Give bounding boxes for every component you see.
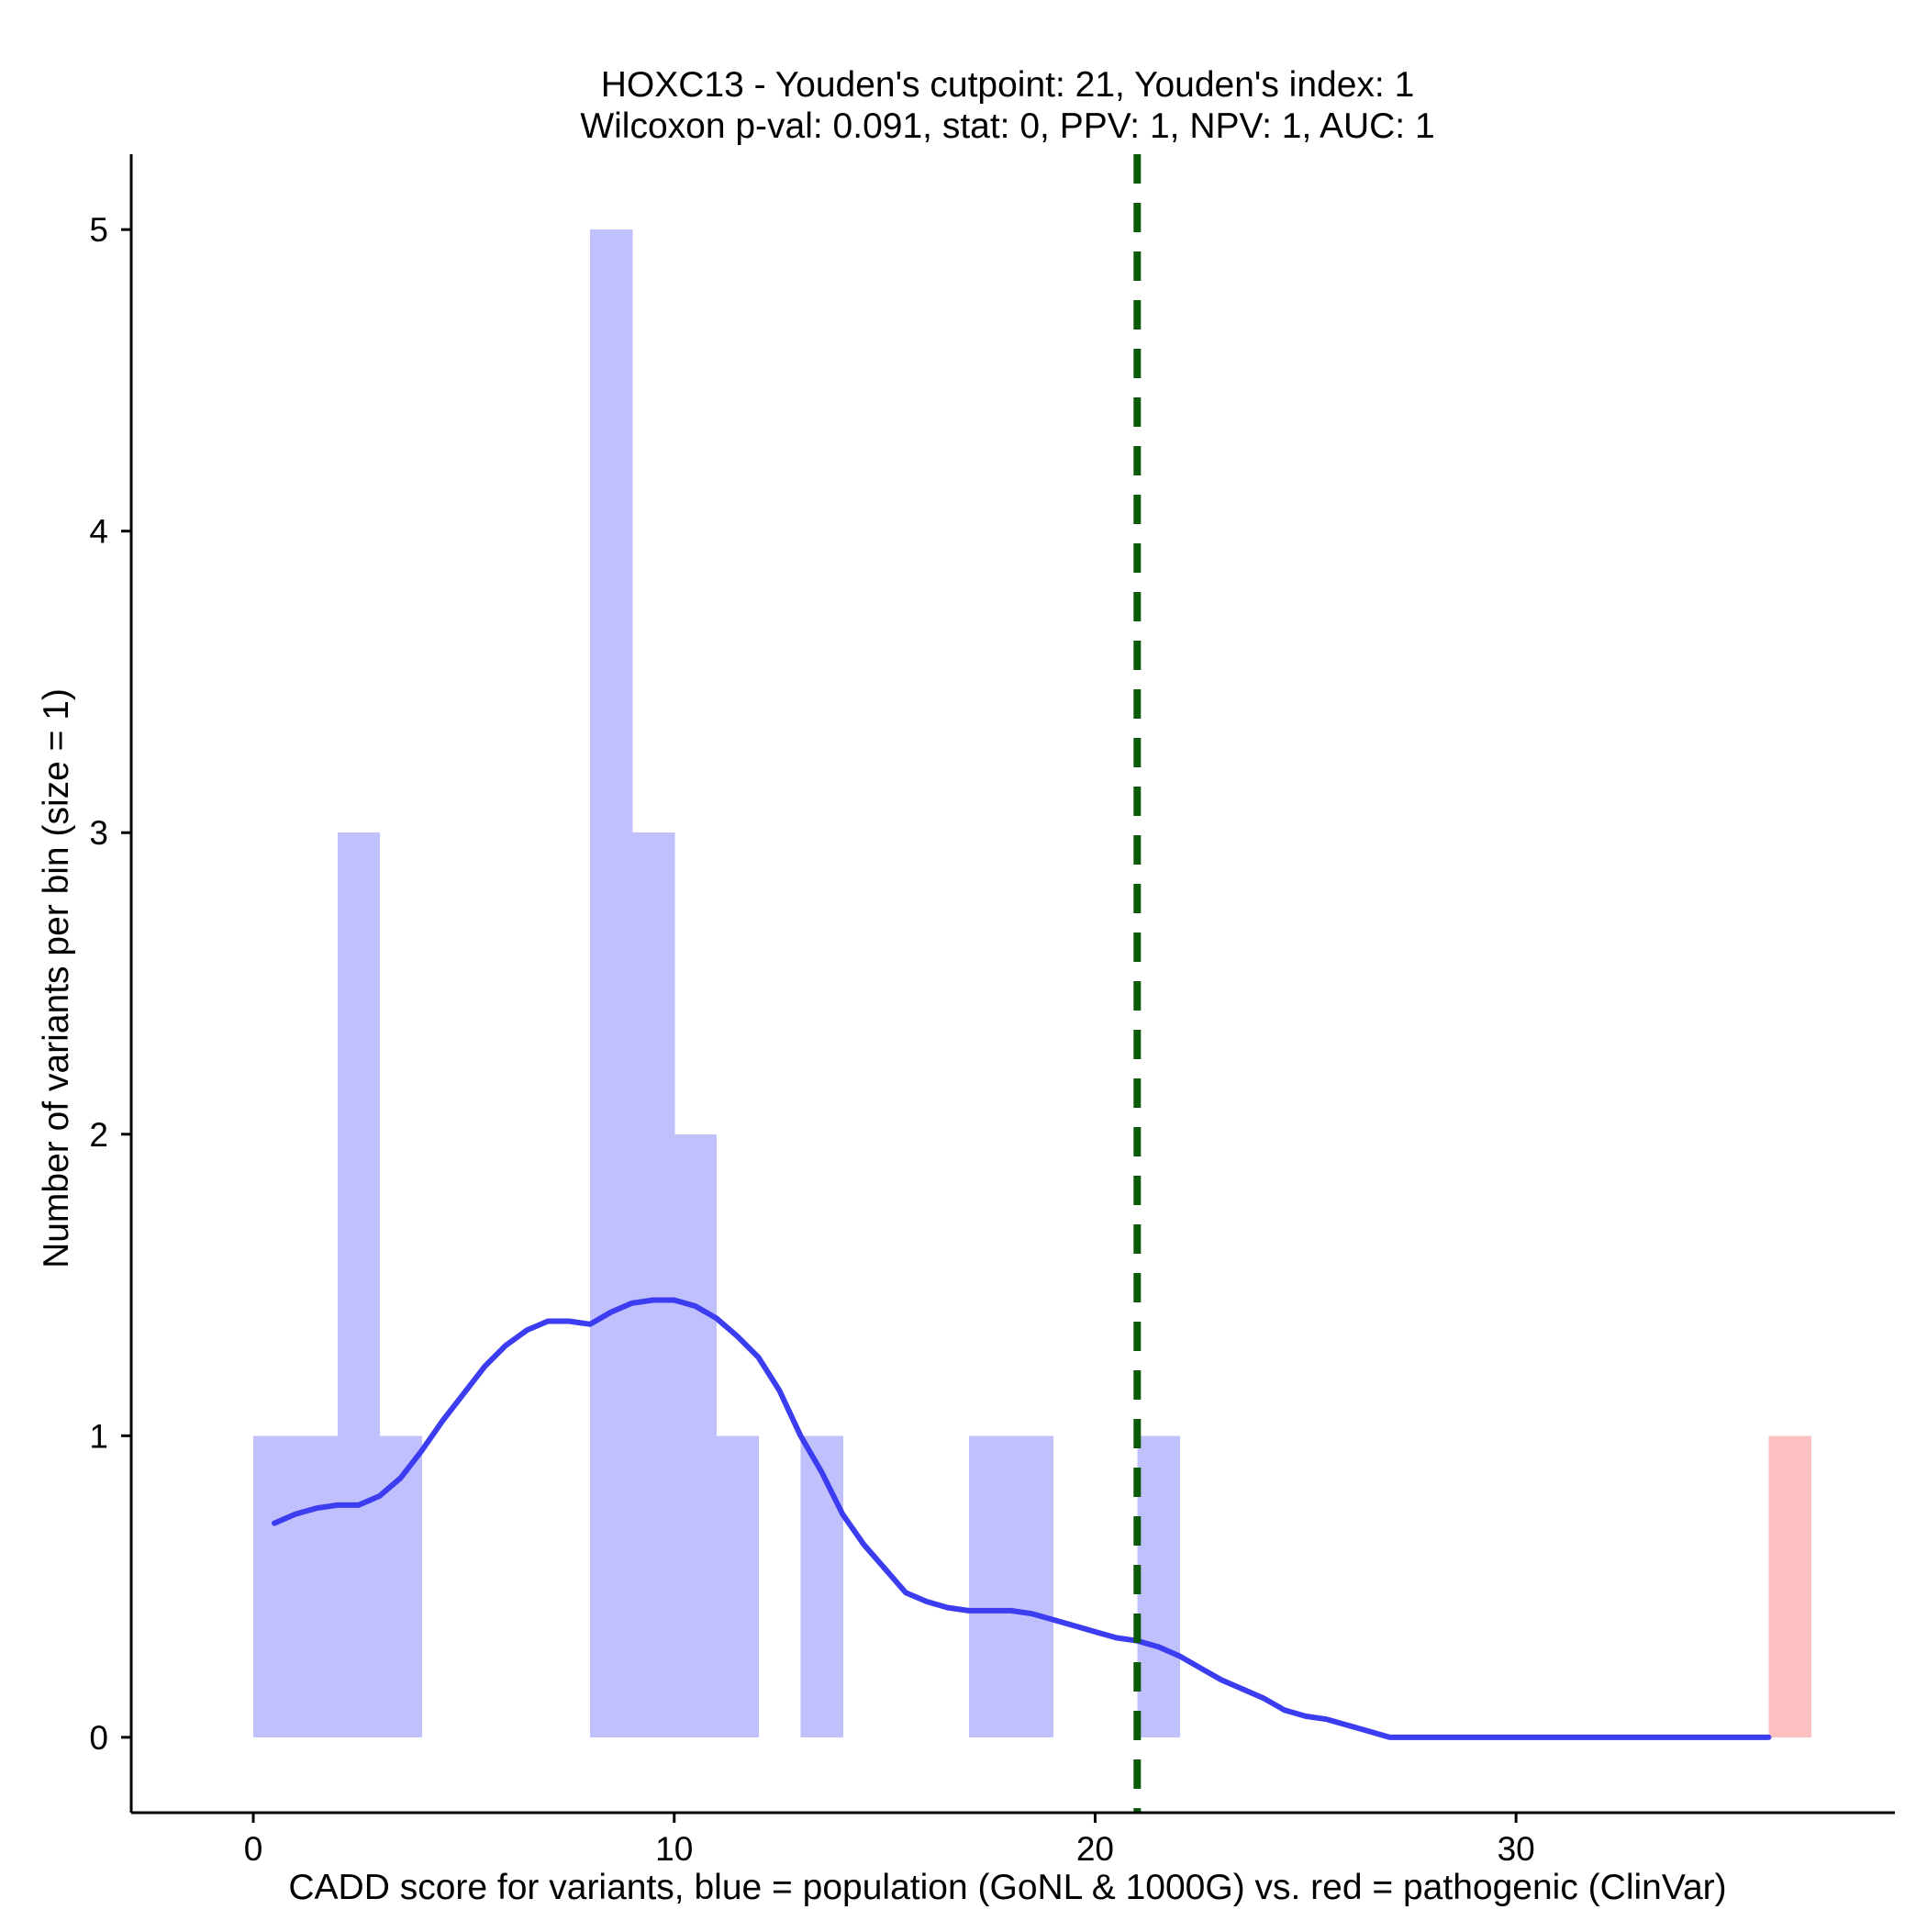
ticks-layer: 0 10 20 30 0 1 2 3 4 5 <box>89 211 1534 1868</box>
density-curve <box>272 1297 1772 1740</box>
population-bar-3 <box>379 1435 423 1737</box>
x-tick-label-30: 30 <box>1498 1830 1535 1868</box>
y-tick-label-2: 2 <box>89 1116 108 1154</box>
population-bar-17 <box>968 1435 1012 1737</box>
bars-layer <box>253 229 1811 1737</box>
x-tick-label-20: 20 <box>1076 1830 1114 1868</box>
population-bar-13 <box>800 1435 843 1737</box>
population-bar-10 <box>674 1134 718 1737</box>
y-tick-label-1: 1 <box>89 1417 108 1455</box>
population-bar-18 <box>1010 1435 1054 1737</box>
axes-layer <box>129 154 1895 1815</box>
chart-title-line-2: Wilcoxon p-val: 0.091, stat: 0, PPV: 1, … <box>580 106 1434 146</box>
population-bar-0 <box>253 1435 296 1737</box>
y-tick-label-0: 0 <box>89 1719 108 1757</box>
population-bar-11 <box>716 1435 760 1737</box>
chart-title-line-1: HOXC13 - Youden's cutpoint: 21, Youden's… <box>601 65 1415 105</box>
population-bar-1 <box>295 1435 339 1737</box>
population-bar-2 <box>337 832 381 1737</box>
y-axis-label: Number of variants per bin (size = 1) <box>37 688 76 1268</box>
x-tick-label-0: 0 <box>244 1830 263 1868</box>
population-bar-9 <box>631 832 675 1737</box>
pathogenic-bar-36 <box>1768 1435 1811 1737</box>
population-bar-8 <box>589 229 633 1737</box>
y-tick-label-5: 5 <box>89 211 108 249</box>
density-layer <box>272 1297 1772 1740</box>
y-tick-label-4: 4 <box>89 513 108 551</box>
population-bar-21 <box>1137 1435 1180 1737</box>
x-tick-label-10: 10 <box>655 1830 693 1868</box>
x-axis-label: CADD score for variants, blue = populati… <box>288 1868 1726 1907</box>
y-tick-label-3: 3 <box>89 814 108 852</box>
